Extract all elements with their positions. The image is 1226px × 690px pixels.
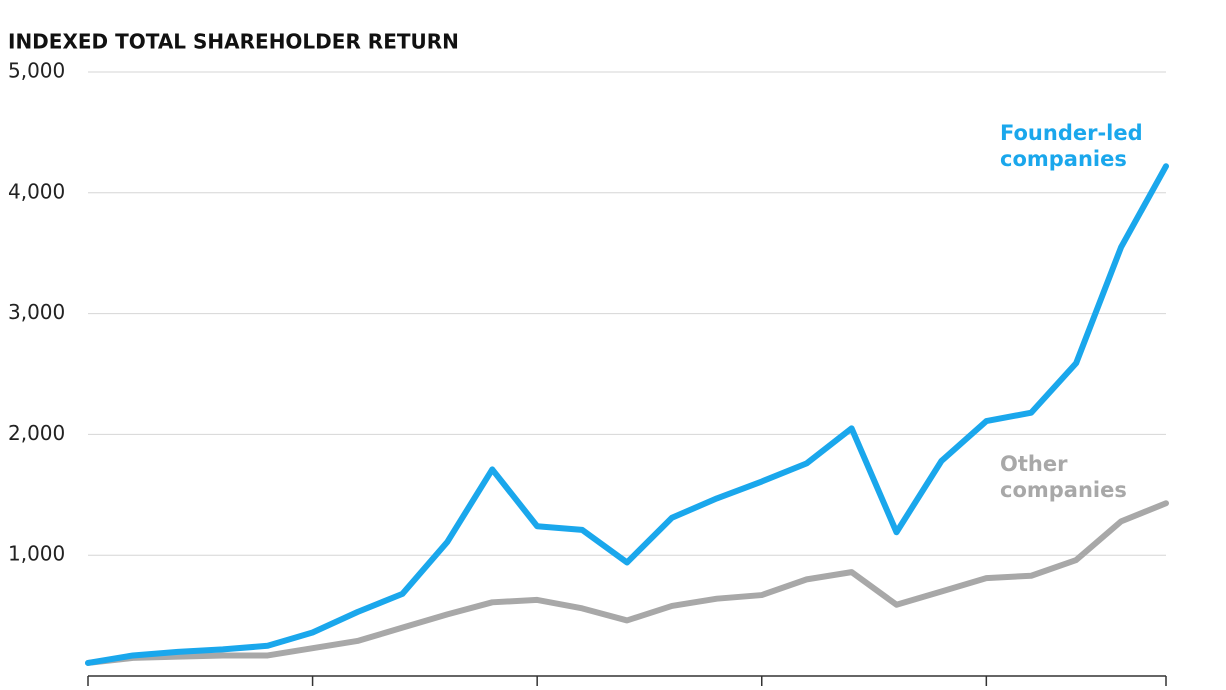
series-label: Founder-led companies bbox=[1000, 121, 1143, 171]
series-line bbox=[85, 163, 1169, 666]
y-tick-label: 2,000 bbox=[8, 421, 65, 445]
chart-title: INDEXED TOTAL SHAREHOLDER RETURN bbox=[8, 30, 459, 54]
y-tick-label: 5,000 bbox=[8, 59, 65, 83]
y-tick-label: 4,000 bbox=[8, 179, 65, 203]
series-line bbox=[85, 500, 1169, 666]
y-tick-label: 3,000 bbox=[8, 300, 65, 324]
series-label: Other companies bbox=[1000, 452, 1127, 502]
y-tick-label: 1,000 bbox=[8, 542, 65, 566]
